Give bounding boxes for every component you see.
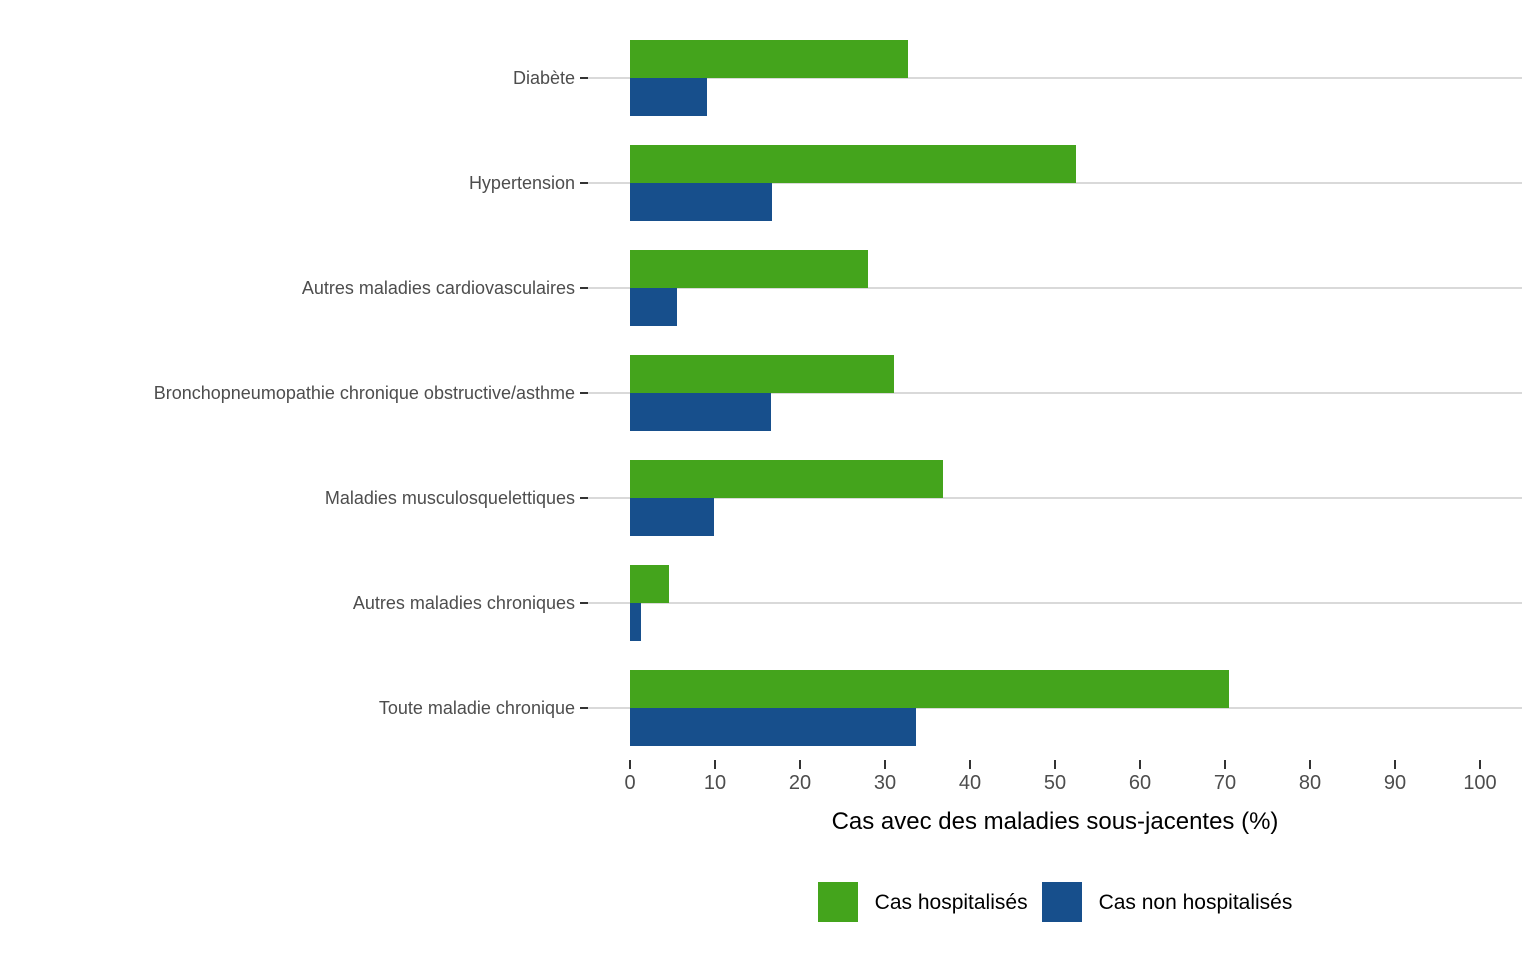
category-label: Hypertension — [468, 172, 575, 193]
gridline — [588, 496, 1522, 499]
bar-hospitalises — [630, 39, 908, 78]
bar-scale — [630, 550, 1480, 655]
legend: Cas hospitalisés Cas non hospitalisés — [588, 882, 1522, 922]
category-label: Autres maladies chroniques — [352, 592, 575, 613]
x-axis-tick — [1224, 760, 1226, 769]
x-axis-tick — [1394, 760, 1396, 769]
category-label-cell: Autres maladies chroniques — [0, 550, 588, 655]
bar-hospitalises — [630, 144, 1077, 183]
bar-non-hospitalises — [630, 77, 708, 116]
plot-panel — [588, 340, 1522, 445]
x-axis-tick-label: 90 — [1383, 772, 1407, 794]
gridline — [588, 76, 1522, 79]
y-axis-tick — [580, 601, 588, 604]
x-axis-tick-label: 80 — [1298, 772, 1322, 794]
plot-panel — [588, 550, 1522, 655]
legend-swatch-blue — [1041, 882, 1082, 922]
x-axis-tick — [629, 760, 631, 769]
chart-rows: Diabète Hypertension Autres maladies cardi… — [0, 25, 1522, 760]
bar-scale — [630, 235, 1480, 340]
bar-non-hospitalises — [630, 707, 916, 746]
category-label-cell: Bronchopneumopathie chronique obstructiv… — [0, 340, 588, 445]
plot-panel — [588, 25, 1522, 130]
y-axis-tick — [580, 706, 588, 709]
x-axis-tick-label: 40 — [958, 772, 982, 794]
legend-swatch-green — [817, 882, 858, 922]
gridline — [588, 286, 1522, 289]
category-row: Hypertension — [0, 130, 1522, 235]
category-row: Autres maladies chroniques — [0, 550, 1522, 655]
bar-scale — [630, 25, 1480, 130]
legend-item-non-hospitalises: Cas non hospitalisés — [1041, 882, 1293, 922]
category-label: Toute maladie chronique — [378, 697, 575, 718]
gridline — [588, 391, 1522, 394]
bar-non-hospitalises — [630, 182, 772, 221]
gridline — [588, 706, 1522, 709]
legend-label-hospitalises: Cas hospitalisés — [874, 890, 1028, 914]
bar-scale — [630, 655, 1480, 760]
bar-hospitalises — [630, 459, 943, 498]
x-axis-tick — [1309, 760, 1311, 769]
plot-panel — [588, 655, 1522, 760]
bar-hospitalises — [630, 249, 868, 288]
x-axis-tick — [714, 760, 716, 769]
x-axis-tick — [1139, 760, 1141, 769]
bar-scale — [630, 130, 1480, 235]
category-row: Diabète — [0, 25, 1522, 130]
x-axis-tick — [884, 760, 886, 769]
x-axis-tick — [799, 760, 801, 769]
category-label-cell: Toute maladie chronique — [0, 655, 588, 760]
y-axis-tick — [580, 286, 588, 289]
x-axis-tick-label: 0 — [624, 772, 636, 794]
bar-hospitalises — [630, 354, 894, 393]
x-axis-tick — [969, 760, 971, 769]
category-label-cell: Autres maladies cardiovasculaires — [0, 235, 588, 340]
x-axis-tick-label: 70 — [1213, 772, 1237, 794]
category-row: Autres maladies cardiovasculaires — [0, 235, 1522, 340]
y-axis-tick — [580, 181, 588, 184]
bar-scale — [630, 445, 1480, 550]
bar-non-hospitalises — [630, 602, 642, 641]
plot-panel — [588, 130, 1522, 235]
x-axis-tick — [1479, 760, 1481, 769]
category-row: Maladies musculosquelettiques — [0, 445, 1522, 550]
plot-panel — [588, 445, 1522, 550]
bar-hospitalises — [630, 669, 1230, 708]
category-label: Bronchopneumopathie chronique obstructiv… — [153, 382, 575, 403]
x-axis-tick-label: 60 — [1128, 772, 1152, 794]
x-axis-tick-label: 20 — [788, 772, 812, 794]
x-axis: 0 10 20 30 40 50 60 70 80 90 100 — [588, 760, 1522, 806]
legend-label-non-hospitalises: Cas non hospitalisés — [1098, 890, 1293, 914]
x-axis-tick-label: 100 — [1463, 772, 1497, 794]
category-row: Toute maladie chronique — [0, 655, 1522, 760]
bar-hospitalises — [630, 564, 670, 603]
x-axis-tick-label: 50 — [1043, 772, 1067, 794]
gridline — [588, 181, 1522, 184]
y-axis-tick — [580, 391, 588, 394]
x-axis-tick-label: 30 — [873, 772, 897, 794]
bar-non-hospitalises — [630, 497, 715, 536]
bar-non-hospitalises — [630, 287, 677, 326]
bar-scale — [630, 340, 1480, 445]
category-label: Autres maladies cardiovasculaires — [301, 277, 575, 298]
x-axis-tick — [1054, 760, 1056, 769]
category-label-cell: Maladies musculosquelettiques — [0, 445, 588, 550]
legend-item-hospitalises: Cas hospitalisés — [817, 882, 1028, 922]
category-label: Maladies musculosquelettiques — [324, 487, 575, 508]
gridline — [588, 601, 1522, 604]
y-axis-tick — [580, 496, 588, 499]
x-axis-tick-label: 10 — [703, 772, 727, 794]
category-label: Diabète — [512, 67, 575, 88]
category-label-cell: Hypertension — [0, 130, 588, 235]
y-axis-tick — [580, 76, 588, 79]
category-label-cell: Diabète — [0, 25, 588, 130]
plot-panel — [588, 235, 1522, 340]
x-axis-title: Cas avec des maladies sous-jacentes (%) — [831, 808, 1279, 835]
category-row: Bronchopneumopathie chronique obstructiv… — [0, 340, 1522, 445]
bar-non-hospitalises — [630, 392, 772, 431]
